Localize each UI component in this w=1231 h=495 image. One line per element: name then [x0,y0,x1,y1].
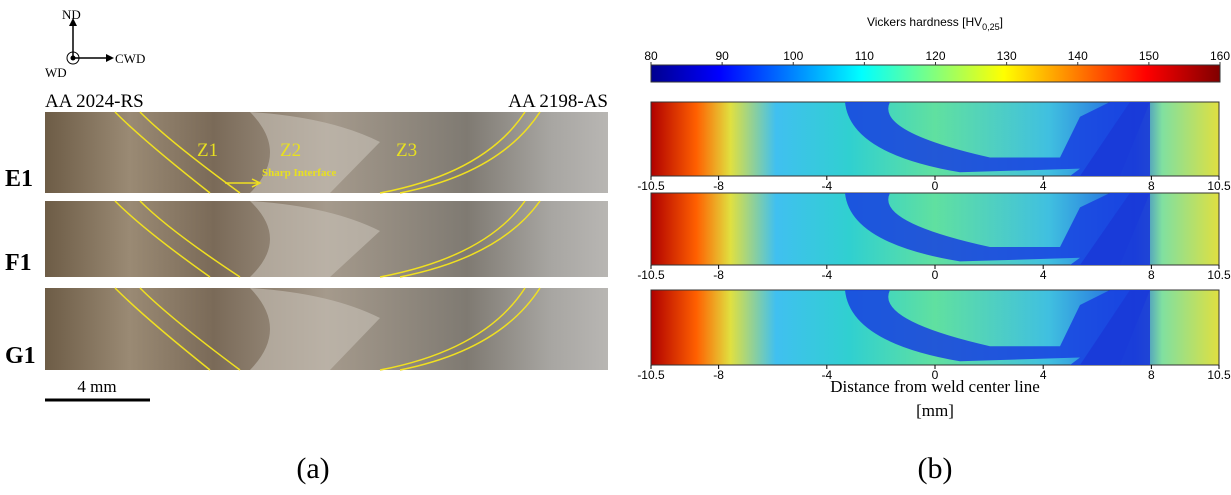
material-label: AA 2024-RS [45,91,144,112]
micrograph [45,287,608,371]
row-label: G1 [5,343,36,369]
scale-label: 4 mm [77,377,116,396]
low-hardness-zone [845,193,1150,265]
micrograph [45,111,608,194]
colorbar-tick-label: 120 [925,49,945,63]
x-tick-label: 8 [1148,179,1155,193]
low-hardness-zone [845,290,1150,365]
panel-b: Vickers hardness [HV0,25] Distance from … [637,15,1231,485]
x-tick-label: 8 [1148,268,1155,282]
material-label: AA 2198-AS [508,91,608,112]
low-hardness-zone [845,102,1150,176]
x-tick-label: 0 [932,368,939,382]
caption: (a) [296,452,329,485]
x-tick-label: 8 [1148,368,1155,382]
row-label: F1 [5,250,32,276]
colorbar-tick-label: 100 [783,49,803,63]
panel-a: ND CWD WD AA 2024-RS AA 2198-AS Z1 Z2 Z3… [5,7,608,485]
zone-boundary [114,111,211,194]
x-tick-label: -10.5 [637,368,665,382]
colorbar-tick-label: 140 [1068,49,1088,63]
low-hardness-zone [1080,193,1150,265]
x-tick-label: -8 [713,268,724,282]
row-label: E1 [5,166,33,192]
zone-boundary [114,287,211,371]
zone-label: Z2 [280,140,301,161]
zone-boundary [379,287,526,371]
axis-out [70,55,76,61]
x-tick-label: 0 [932,268,939,282]
zone-boundary [399,200,541,278]
axis-label: CWD [115,51,145,66]
title-text: Vickers hardness [HV [867,15,982,29]
zone-boundary [399,111,541,194]
zone-label: Z3 [396,140,417,161]
zone-boundary [399,287,541,371]
x-tick-label: 4 [1040,268,1047,282]
low-hardness-zone [1080,102,1150,176]
zone-boundary [139,287,241,371]
colorbar-tick-label: 160 [1210,49,1230,63]
title-end: ] [1000,15,1003,29]
x-tick-label: 10.5 [1207,179,1231,193]
x-axis-unit: [mm] [916,401,954,420]
x-axis-label: Distance from weld center line [830,377,1040,396]
stir-zone [250,288,380,370]
x-tick-label: -8 [713,179,724,193]
zone-boundary [379,111,526,194]
title-subscript: 0,25 [982,22,1000,32]
colorbar-title: Vickers hardness [HV0,25] [867,15,1003,32]
x-tick-label: -8 [713,368,724,382]
zone-boundary [139,111,241,194]
x-tick-label: 0 [932,179,939,193]
stir-zone [250,201,380,277]
caption: (b) [918,452,953,485]
x-tick-label: -10.5 [637,268,665,282]
zone-boundary [139,200,241,278]
colorbar-tick-label: 110 [855,49,874,63]
colorbar-tick-label: 150 [1139,49,1159,63]
x-tick-label: -10.5 [637,179,665,193]
low-hardness-zone [1080,290,1150,365]
stir-zone [250,112,380,193]
axis-out [66,51,80,65]
arrow-head [106,54,114,62]
axis-label: ND [62,7,81,22]
x-tick-label: -4 [821,268,832,282]
arrow-head [69,18,77,26]
x-tick-label: -4 [821,368,832,382]
colorbar [650,64,1221,83]
zone-boundary [379,200,526,278]
colorbar-tick-label: 80 [644,49,658,63]
x-tick-label: 4 [1040,179,1047,193]
colorbar-tick-label: 130 [997,49,1017,63]
x-tick-label: 4 [1040,368,1047,382]
x-tick-label: 10.5 [1207,368,1231,382]
micrograph [45,200,608,278]
annotation: Sharp Interface [262,167,336,179]
x-tick-label: -4 [821,179,832,193]
axis-label: WD [45,65,67,80]
x-tick-label: 10.5 [1207,268,1231,282]
zone-boundary [114,200,211,278]
zone-label: Z1 [197,140,218,161]
annotation-arrow [225,178,262,188]
colorbar-tick-label: 90 [715,49,729,63]
